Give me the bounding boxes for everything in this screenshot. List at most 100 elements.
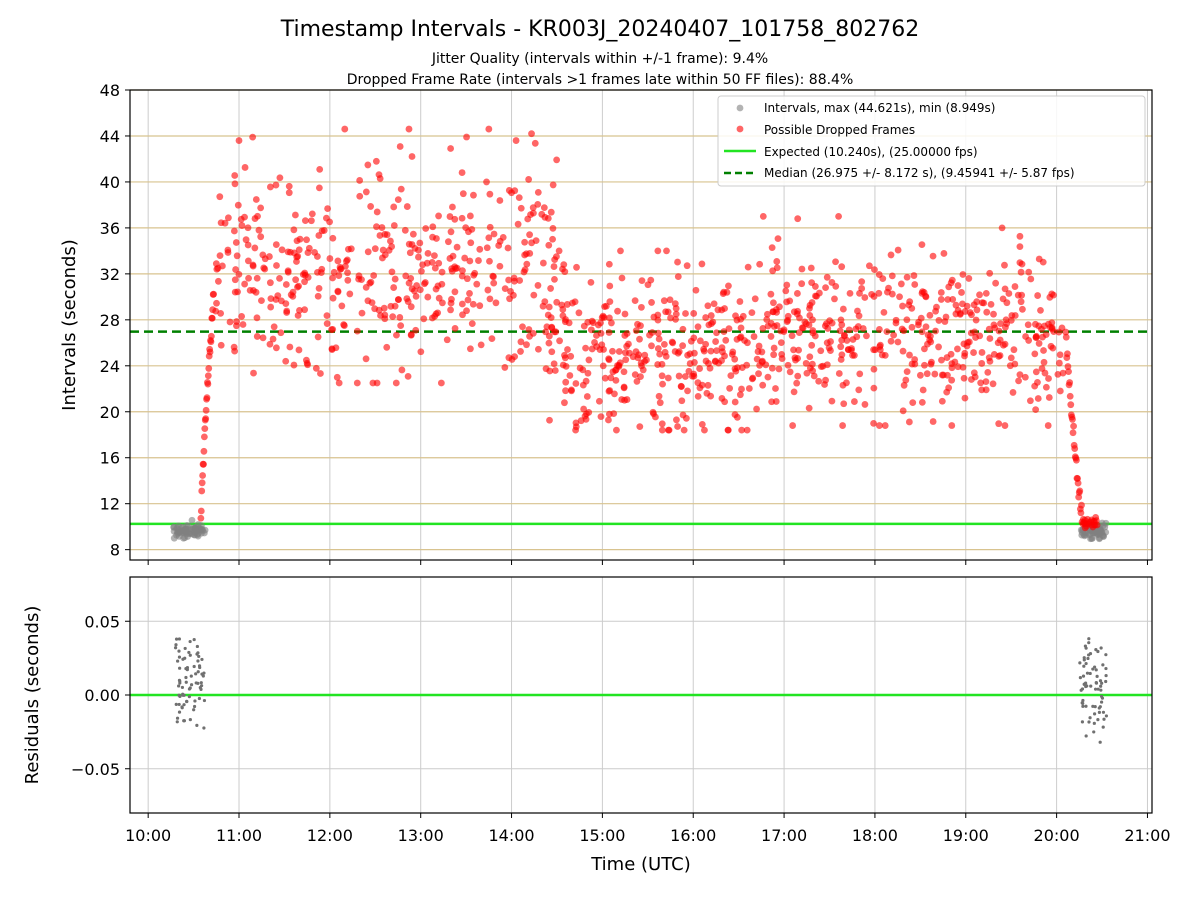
dropped-frame-point xyxy=(238,312,246,320)
dropped-frame-point xyxy=(496,262,504,270)
dropped-frame-point xyxy=(622,356,630,364)
dropped-frame-point xyxy=(631,371,639,379)
dropped-frame-point xyxy=(813,292,820,300)
dropped-frame-point xyxy=(605,260,613,268)
residual-point xyxy=(1088,671,1092,676)
dropped-frame-point xyxy=(583,410,590,418)
dropped-frame-point xyxy=(926,332,934,340)
residuals-y-ticks: 0.05 0.00 −0.05 xyxy=(71,612,130,779)
dropped-frame-point xyxy=(835,370,843,377)
dropped-frame-point xyxy=(1062,328,1070,336)
dropped-frame-point xyxy=(827,338,834,345)
dropped-frame-point xyxy=(770,344,778,352)
dropped-frame-point xyxy=(870,346,878,354)
dropped-frame-point xyxy=(679,342,687,350)
dropped-frame-point xyxy=(662,308,670,316)
residual-point xyxy=(1099,694,1104,698)
dropped-frame-point xyxy=(750,333,758,340)
dropped-frame-point xyxy=(674,258,681,266)
dropped-frame-point xyxy=(682,310,689,317)
intervals-x-ticks xyxy=(147,560,1148,565)
dropped-frame-point xyxy=(773,258,781,265)
intervals-panel: 8 12 16 20 24 28 32 36 40 44 48 Intervals (seconds… xyxy=(59,81,1153,565)
residual-point xyxy=(192,664,196,669)
dropped-frame-point xyxy=(338,302,346,310)
dropped-frame-point xyxy=(621,310,629,318)
dropped-frame-point xyxy=(376,232,384,239)
residual-point xyxy=(1086,656,1090,661)
dropped-frame-point xyxy=(705,360,712,367)
dropped-frame-point xyxy=(972,334,979,341)
dropped-frame-point xyxy=(948,422,956,429)
dropped-frame-point xyxy=(1007,316,1015,324)
intervals-y-tick-label: 20 xyxy=(100,403,120,422)
dropped-frame-point xyxy=(790,346,797,354)
dropped-frame-point xyxy=(694,323,702,331)
dropped-frame-point xyxy=(1039,333,1046,341)
dropped-frame-point xyxy=(334,287,342,295)
dropped-frame-point xyxy=(840,400,848,408)
dropped-frame-point xyxy=(729,348,737,356)
dropped-frame-point xyxy=(429,223,437,231)
dropped-frame-point xyxy=(282,357,290,365)
dropped-frame-point xyxy=(523,341,530,349)
legend-label-intervals: Intervals, max (44.621s), min (8.949s) xyxy=(764,101,995,115)
dropped-frame-point xyxy=(564,346,571,353)
residual-point xyxy=(177,678,182,682)
legend-marker-dropped xyxy=(736,125,744,133)
dropped-frame-point xyxy=(672,310,680,318)
dropped-frame-point xyxy=(966,309,974,316)
dropped-frame-point xyxy=(900,381,908,389)
residual-point xyxy=(192,704,197,709)
dropped-frame-point xyxy=(561,351,568,359)
dropped-frame-point xyxy=(392,379,400,387)
dropped-frame-point xyxy=(528,130,535,138)
dropped-frame-point xyxy=(970,349,977,356)
dropped-frame-point xyxy=(660,340,668,348)
dropped-frame-point xyxy=(1063,350,1071,358)
residual-point xyxy=(182,703,186,707)
dropped-frame-point xyxy=(459,267,466,275)
dropped-frame-point xyxy=(488,335,496,343)
dropped-frame-point xyxy=(678,397,686,405)
dropped-frame-point xyxy=(448,265,456,273)
dropped-frame-point xyxy=(464,296,472,304)
dropped-frame-point xyxy=(1024,321,1032,329)
dropped-frame-point xyxy=(875,326,883,333)
dropped-frame-point xyxy=(843,379,850,387)
dropped-frame-point xyxy=(887,337,895,345)
dropped-frame-point xyxy=(232,266,240,273)
residual-point xyxy=(181,692,185,696)
dropped-frame-point xyxy=(725,282,732,290)
dropped-frame-point xyxy=(390,222,398,229)
dropped-frame-point xyxy=(985,354,993,362)
dropped-frame-point xyxy=(431,264,439,272)
dropped-frame-point xyxy=(391,275,399,283)
dropped-frame-point xyxy=(234,288,241,296)
dropped-frame-point xyxy=(378,224,386,231)
dropped-frame-point xyxy=(1040,358,1048,366)
dropped-frame-point xyxy=(959,363,967,371)
dropped-frame-point xyxy=(453,243,461,251)
dropped-frame-point xyxy=(654,247,662,255)
dropped-frame-point xyxy=(656,399,664,407)
dropped-frame-point xyxy=(477,341,485,349)
dropped-frame-point xyxy=(967,329,975,337)
dropped-frame-point xyxy=(1042,383,1050,391)
dropped-frame-point xyxy=(266,183,274,191)
dropped-frame-point xyxy=(691,358,698,366)
dropped-frame-point xyxy=(845,326,853,334)
dropped-frame-point xyxy=(759,213,767,220)
dropped-frame-point xyxy=(316,165,324,173)
dropped-frame-point xyxy=(596,346,604,353)
dropped-frame-point xyxy=(308,210,316,218)
residual-point xyxy=(174,637,179,641)
dropped-frame-point xyxy=(294,312,302,319)
dropped-frame-point xyxy=(217,341,225,349)
dropped-frame-point xyxy=(1017,268,1025,276)
residual-point xyxy=(1094,681,1099,685)
dropped-frame-point xyxy=(224,246,232,254)
dropped-frame-point xyxy=(905,418,913,426)
dropped-frame-point xyxy=(759,325,767,332)
residuals-panel: 10:00 11:00 12:00 13:00 14:00 15:00 16:00 17:00… xyxy=(22,576,1171,845)
